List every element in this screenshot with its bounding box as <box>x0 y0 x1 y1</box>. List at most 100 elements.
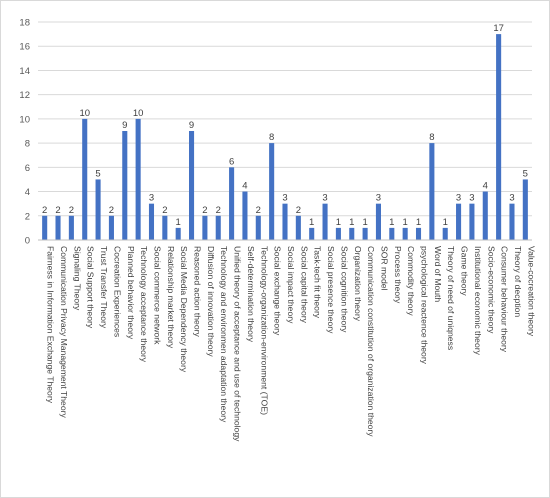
x-axis-categories: Fairness in Information Exchange Theory C… <box>46 246 537 442</box>
bar <box>215 215 221 240</box>
category-label: Technology-organization-environment (TOE… <box>259 246 269 415</box>
bar <box>349 227 355 240</box>
bar <box>162 215 168 240</box>
data-label: 9 <box>122 120 127 131</box>
category-label: Task-tech fit theory <box>313 246 323 319</box>
category-label: Social Media Dependency theory <box>179 246 189 373</box>
data-label: 2 <box>42 205 47 216</box>
data-label: 3 <box>282 193 287 204</box>
bar <box>55 215 61 240</box>
bar <box>242 191 248 240</box>
category-label: Commodity theory <box>406 246 416 316</box>
data-label: 2 <box>296 205 301 216</box>
category-label: Relationship market theory <box>166 246 176 349</box>
category-label: SOR model <box>379 246 389 291</box>
bar <box>522 179 528 240</box>
category-label: psychological reactence theory <box>420 246 430 365</box>
y-tick-label: 10 <box>19 114 30 125</box>
data-label: 1 <box>403 217 408 228</box>
y-tick-label: 18 <box>19 18 30 29</box>
category-label: Technology acceptance theory <box>139 246 149 363</box>
bar <box>229 167 235 240</box>
bar <box>309 227 315 240</box>
data-label: 6 <box>229 156 234 167</box>
y-tick-label: 14 <box>19 66 30 77</box>
data-label: 1 <box>176 217 181 228</box>
bar <box>469 203 475 240</box>
bar <box>68 215 74 240</box>
data-label: 4 <box>242 181 247 192</box>
bar <box>456 203 462 240</box>
data-label: 4 <box>483 181 488 192</box>
bar <box>322 203 328 240</box>
bar <box>362 227 368 240</box>
category-label: Fairness in Information Exchange Theory <box>46 246 56 404</box>
data-label: 2 <box>162 205 167 216</box>
category-label: Signaling Theory <box>72 246 82 311</box>
data-label: 3 <box>376 193 381 204</box>
bar <box>95 179 101 240</box>
data-label: 1 <box>443 217 448 228</box>
category-label: Social exchange theory <box>273 246 283 336</box>
category-label: Theory of decption <box>513 246 523 317</box>
category-label: Communication Privacy Management Theory <box>59 246 69 418</box>
data-label: 5 <box>523 168 528 179</box>
data-label: 1 <box>362 217 367 228</box>
bar <box>375 203 381 240</box>
category-label: Socio-economic theory <box>486 246 496 334</box>
data-label: 3 <box>322 193 327 204</box>
category-label: Self-determination theory <box>246 246 256 343</box>
category-label: Process theory <box>393 246 403 304</box>
bar <box>82 118 88 240</box>
bar <box>108 215 114 240</box>
category-label: Social cognition theory <box>339 246 349 333</box>
data-label: 8 <box>269 132 274 143</box>
category-label: Value-cocreation theory <box>526 246 536 337</box>
category-label: Trust Transfer Theory <box>99 246 109 329</box>
data-label: 1 <box>336 217 341 228</box>
bar <box>442 227 448 240</box>
category-label: Consumer behaviour theory <box>500 246 510 353</box>
data-label: 9 <box>189 120 194 131</box>
bar <box>148 203 155 240</box>
category-label: Technology and environmen adaptation the… <box>219 246 229 423</box>
category-label: Word of Mouth <box>433 246 443 302</box>
data-label: 2 <box>202 205 207 216</box>
bar <box>295 215 301 240</box>
data-label: 10 <box>133 108 144 119</box>
data-label: 3 <box>149 193 154 204</box>
data-label: 2 <box>109 205 114 216</box>
bar <box>42 215 48 240</box>
bar <box>482 191 488 240</box>
data-label: 5 <box>95 168 100 179</box>
data-label: 3 <box>509 193 514 204</box>
category-label: Social capital theory <box>299 246 309 324</box>
bar <box>496 34 502 240</box>
bars <box>42 34 528 240</box>
y-tick-label: 0 <box>25 236 30 247</box>
y-tick-label: 8 <box>25 139 30 150</box>
bar <box>429 143 435 240</box>
category-label: Planned behavior theory <box>126 246 136 340</box>
bar <box>415 227 422 240</box>
data-label: 10 <box>79 108 90 119</box>
data-label: 1 <box>349 217 354 228</box>
category-label: Theory of need of uniqness <box>446 246 456 350</box>
category-label: Social impact theory <box>286 246 296 324</box>
category-label: Organization theory <box>353 246 363 322</box>
data-label: 3 <box>456 193 461 204</box>
data-label: 2 <box>216 205 221 216</box>
bar <box>189 131 195 240</box>
data-label: 17 <box>493 23 504 34</box>
category-label: Reasoned action theory <box>193 246 203 337</box>
bar <box>282 203 288 240</box>
data-label: 3 <box>469 193 474 204</box>
category-label: Cocreation Experiences <box>112 246 122 337</box>
bar <box>122 131 128 240</box>
bar <box>202 215 208 240</box>
data-label: 2 <box>69 205 74 216</box>
category-label: Social Support theory <box>86 246 96 329</box>
data-label: 1 <box>389 217 394 228</box>
